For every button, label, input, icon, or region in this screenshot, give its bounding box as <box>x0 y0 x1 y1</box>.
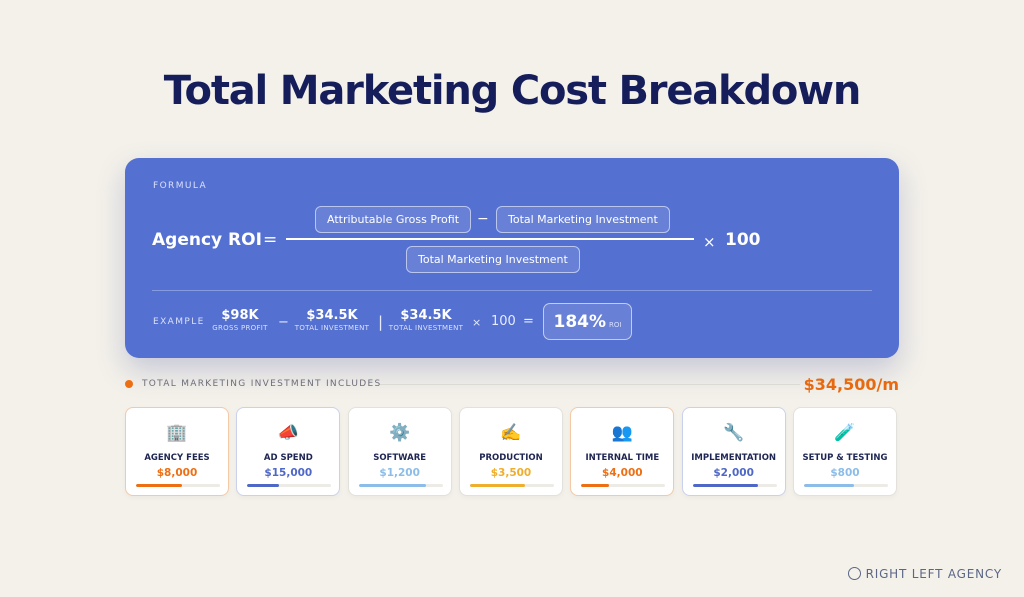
includes-label: TOTAL MARKETING INVESTMENT INCLUDES <box>142 379 382 389</box>
cost-item-name: IMPLEMENTATION <box>691 453 777 463</box>
cost-item-card: 🔧 IMPLEMENTATION $2,000 <box>681 407 786 496</box>
roi-result-caption: ROI <box>609 321 622 329</box>
includes-total: $34,500/m <box>803 375 899 394</box>
example-investment: $34.5K TOTAL INVESTMENT <box>294 308 370 332</box>
people-icon: 👥 <box>611 423 633 443</box>
roi-result-badge: 184% ROI <box>543 303 632 340</box>
test-tube-icon: 🧪 <box>834 423 856 443</box>
includes-divider <box>380 384 800 385</box>
formula-label: FORMULA <box>153 181 208 191</box>
cost-item-amount: $2,000 <box>713 467 754 479</box>
bullet-dot-icon <box>125 380 133 388</box>
formula-lhs: Agency ROI <box>152 230 262 250</box>
cost-item-progress-bar <box>803 484 888 487</box>
fraction-bar <box>286 238 694 240</box>
formula-equals: = <box>263 230 278 250</box>
cost-items: 🏢 AGENCY FEES $8,000 📣 AD SPEND $15,000 ⚙️ SOFT… <box>125 407 899 496</box>
page-title: Total Marketing Cost Breakdown <box>163 68 862 114</box>
example-label: EXAMPLE <box>153 317 205 327</box>
cost-item-progress-fill <box>692 484 759 487</box>
cost-item-card: ⚙️ SOFTWARE $1,200 <box>347 407 452 496</box>
numerator-gross-profit-pill: Attributable Gross Profit <box>315 206 472 233</box>
denominator-investment-pill: Total Marketing Investment <box>406 246 580 273</box>
card-divider <box>152 290 872 291</box>
example-gross-profit-caption: GROSS PROFIT <box>212 324 268 332</box>
building-icon: 🏢 <box>166 423 188 443</box>
cost-item-amount: $15,000 <box>264 467 313 479</box>
cost-item-amount: $4,000 <box>602 467 643 479</box>
cost-item-progress-fill <box>136 484 183 487</box>
cost-item-name: PRODUCTION <box>479 453 543 463</box>
formula-card: FORMULA Agency ROI = Attributable Gross … <box>125 158 899 358</box>
cost-item-card: 🏢 AGENCY FEES $8,000 <box>125 407 229 496</box>
cost-item-card: ✍️ PRODUCTION $3,500 <box>458 407 563 496</box>
wrench-icon: 🔧 <box>723 423 745 443</box>
numerator-investment-pill: Total Marketing Investment <box>496 206 670 233</box>
example-investment-value: $34.5K <box>306 308 358 323</box>
cost-item-progress-fill <box>358 484 426 487</box>
cost-item-progress-bar <box>358 484 443 487</box>
example-divide: | <box>378 313 384 331</box>
megaphone-icon: 📣 <box>277 423 299 443</box>
example-investment2-value: $34.5K <box>400 308 452 323</box>
cost-item-amount: $1,200 <box>379 467 420 479</box>
formula-times: × <box>703 233 716 251</box>
example-gross-profit: $98K GROSS PROFIT <box>210 308 270 332</box>
roi-result-value: 184% <box>553 312 607 332</box>
example-multiplier: 100 <box>491 314 516 329</box>
cost-item-name: AD SPEND <box>263 453 313 463</box>
cost-item-progress-bar <box>581 484 666 487</box>
cost-item-progress-bar <box>469 484 554 487</box>
includes-header: TOTAL MARKETING INVESTMENT INCLUDES $34,… <box>125 375 899 394</box>
gear-icon: ⚙️ <box>389 423 411 443</box>
cost-item-amount: $8,000 <box>156 467 198 479</box>
example-gross-profit-value: $98K <box>221 308 259 323</box>
example-investment-denominator: $34.5K TOTAL INVESTMENT <box>388 308 464 332</box>
example-times: × <box>472 316 482 329</box>
cost-item-progress-bar <box>692 484 777 487</box>
cost-item-card: 👥 INTERNAL TIME $4,000 <box>570 407 675 496</box>
brand-logo-icon <box>847 567 861 580</box>
formula-multiplier: 100 <box>725 230 761 250</box>
cost-item-progress-fill <box>803 484 855 487</box>
brand-name: RIGHT LEFT AGENCY <box>865 567 1002 581</box>
cost-item-name: AGENCY FEES <box>144 453 210 463</box>
example-minus: − <box>278 315 289 330</box>
example-investment-caption: TOTAL INVESTMENT <box>294 324 370 332</box>
cost-item-name: INTERNAL TIME <box>585 453 660 463</box>
cost-item-progress-fill <box>247 484 280 487</box>
cost-item-amount: $3,500 <box>490 467 532 479</box>
cost-item-progress-fill <box>469 484 525 487</box>
cost-item-progress-bar <box>247 484 332 487</box>
cost-item-amount: $800 <box>830 467 860 479</box>
example-equals: = <box>523 314 534 329</box>
writing-hand-icon: ✍️ <box>500 423 522 443</box>
formula-minus: − <box>477 211 489 227</box>
cost-item-progress-fill <box>581 484 610 487</box>
cost-item-card: 📣 AD SPEND $15,000 <box>236 407 341 496</box>
cost-item-name: SOFTWARE <box>373 453 427 463</box>
example-investment2-caption: TOTAL INVESTMENT <box>388 324 464 332</box>
cost-item-card: 🧪 SETUP & TESTING $800 <box>792 407 897 496</box>
cost-item-progress-bar <box>136 484 220 487</box>
cost-item-name: SETUP & TESTING <box>802 453 888 463</box>
brand-footer: RIGHT LEFT AGENCY <box>847 567 1002 581</box>
